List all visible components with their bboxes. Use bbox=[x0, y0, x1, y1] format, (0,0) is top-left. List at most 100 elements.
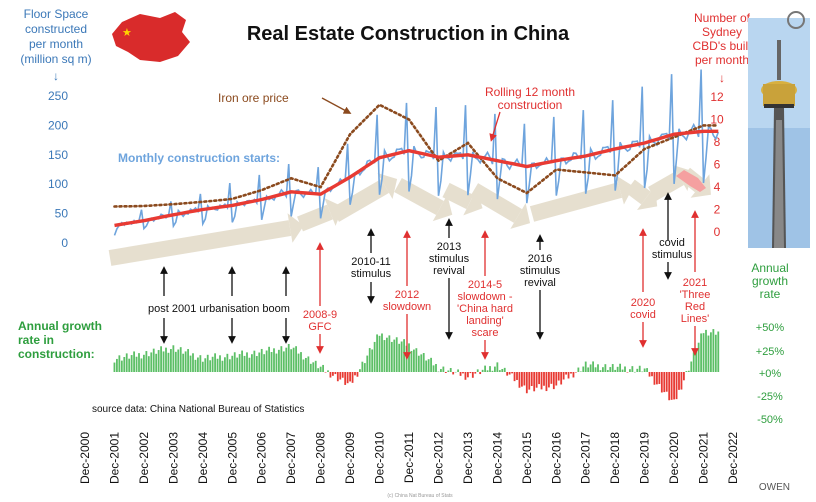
growth-bar bbox=[597, 364, 599, 372]
trend-arrow-shaft bbox=[469, 183, 523, 223]
growth-bar bbox=[251, 354, 253, 372]
x-axis-tick-label: Dec-2001 bbox=[107, 432, 121, 484]
growth-bar bbox=[361, 361, 364, 372]
growth-bar bbox=[346, 372, 349, 384]
growth-bar bbox=[395, 337, 398, 372]
growth-bar bbox=[336, 372, 339, 382]
series-label-iron-ore: Iron ore price bbox=[218, 91, 289, 105]
trend-arrow-shaft bbox=[648, 171, 684, 201]
growth-bar bbox=[616, 366, 619, 372]
right-axis-tick-label: 8 bbox=[714, 135, 721, 149]
growth-bar bbox=[648, 372, 651, 377]
trend-arrow-head bbox=[616, 175, 634, 205]
growth-bar bbox=[697, 342, 700, 372]
annotation-lines-2021-line: Red bbox=[685, 301, 705, 313]
growth-bar bbox=[373, 341, 376, 372]
growth-bar bbox=[538, 372, 540, 385]
china-map-icon bbox=[112, 12, 190, 62]
trend-arrow-head-red bbox=[676, 170, 706, 192]
growth-bar bbox=[582, 366, 585, 372]
growth-bar bbox=[182, 353, 185, 372]
left-axis-tick-label: 50 bbox=[55, 207, 69, 221]
growth-bar bbox=[363, 363, 366, 372]
growth-bar bbox=[467, 372, 469, 378]
annotation-revival-2013-line: revival bbox=[433, 265, 465, 277]
growth-bar bbox=[376, 334, 378, 372]
growth-bar bbox=[216, 358, 219, 372]
growth-bar bbox=[145, 351, 148, 372]
growth-bar bbox=[548, 372, 550, 388]
growth-bar bbox=[631, 366, 634, 372]
growth-bar bbox=[258, 352, 261, 372]
trend-arrow-shaft bbox=[330, 179, 390, 222]
growth-bar bbox=[501, 369, 504, 372]
chart-title: Real Estate Construction in China bbox=[247, 23, 570, 45]
growth-bar bbox=[422, 353, 425, 372]
x-axis-tick-label: Dec-2011 bbox=[402, 432, 416, 483]
growth-bar bbox=[525, 372, 528, 394]
growth-bar bbox=[567, 372, 570, 379]
growth-bar bbox=[523, 372, 526, 386]
x-axis-tick-label: Dec-2005 bbox=[225, 432, 239, 484]
trend-arrow-shaft bbox=[297, 204, 333, 232]
growth-axis-ticks: +50% +25% +0% -25% -50% bbox=[756, 322, 785, 426]
growth-bar bbox=[278, 349, 280, 372]
growth-bar bbox=[359, 369, 361, 372]
growth-bar bbox=[290, 349, 293, 372]
growth-bar bbox=[292, 347, 295, 372]
growth-bar bbox=[712, 329, 715, 372]
growth-bar bbox=[233, 352, 236, 372]
growth-bar bbox=[390, 341, 393, 372]
growth-bar bbox=[459, 372, 462, 376]
growth-bar bbox=[651, 372, 653, 377]
growth-axis-tick-label: +25% bbox=[756, 346, 785, 358]
growth-bar bbox=[653, 372, 656, 385]
growth-bar bbox=[579, 371, 582, 372]
annotation-slowdown-2014-line: 'China hard bbox=[457, 303, 513, 315]
growth-bar bbox=[457, 369, 459, 372]
growth-bar bbox=[447, 370, 450, 372]
growth-bar bbox=[533, 372, 536, 392]
x-axis-tick-label: Dec-2014 bbox=[490, 432, 504, 484]
x-axis-tick-label: Dec-2018 bbox=[608, 432, 622, 484]
growth-bar bbox=[545, 372, 548, 392]
growth-bar bbox=[702, 333, 705, 372]
growth-bar bbox=[285, 347, 288, 372]
growth-bar bbox=[516, 372, 518, 380]
annotation-covid-2020-line: 2020 bbox=[631, 297, 655, 309]
trend-arrow-head bbox=[287, 213, 304, 243]
x-axis-tick-label: Dec-2003 bbox=[166, 432, 180, 484]
growth-bar bbox=[476, 369, 479, 372]
growth-bar bbox=[427, 359, 430, 372]
right-axis-tick-label: 6 bbox=[714, 158, 721, 172]
growth-label-line: Annual growth bbox=[18, 319, 102, 333]
growth-bar bbox=[297, 353, 300, 372]
growth-bar bbox=[248, 357, 251, 372]
annotation-slowdown-2012-line: 2012 bbox=[395, 289, 419, 301]
brand-logo: OWEN bbox=[759, 482, 790, 493]
growth-bar bbox=[155, 353, 158, 372]
growth-bar bbox=[437, 371, 440, 373]
trend-arrow-shaft bbox=[529, 182, 623, 222]
right-axis-tick-label: 0 bbox=[714, 225, 721, 239]
growth-bar bbox=[717, 331, 720, 372]
x-axis-tick-label: Dec-2007 bbox=[284, 432, 298, 484]
growth-bar bbox=[479, 372, 482, 375]
growth-axis-tick-label: +50% bbox=[756, 322, 785, 334]
growth-bar bbox=[663, 372, 666, 393]
growth-bar bbox=[307, 356, 310, 372]
growth-bar bbox=[496, 362, 499, 372]
growth-bar bbox=[680, 372, 683, 390]
x-axis-tick-label: Dec-2002 bbox=[137, 432, 151, 484]
growth-bar bbox=[572, 372, 575, 378]
growth-bar bbox=[469, 372, 472, 374]
annotation-stimulus-2010-line: 2010-11 bbox=[351, 256, 391, 268]
annotation-slowdown-2014-line: scare bbox=[472, 327, 499, 339]
growth-bar bbox=[614, 369, 617, 372]
growth-bar bbox=[371, 349, 374, 372]
x-axis-tick-label: Dec-2022 bbox=[726, 432, 740, 484]
growth-bar bbox=[454, 371, 457, 373]
growth-bar bbox=[138, 353, 140, 372]
growth-bar bbox=[221, 360, 224, 372]
growth-bar bbox=[543, 372, 545, 386]
